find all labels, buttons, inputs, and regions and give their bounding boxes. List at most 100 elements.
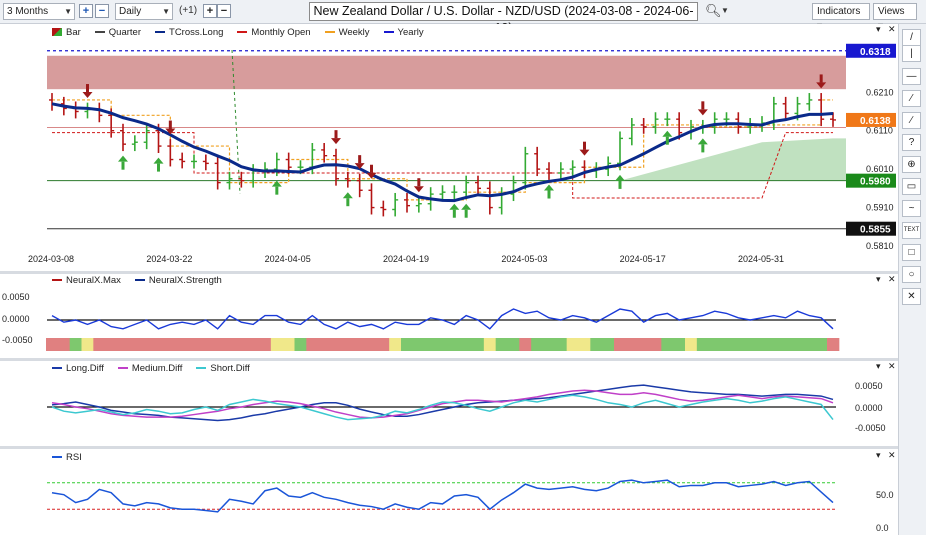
zoom-in-button[interactable]: +: [79, 4, 93, 18]
neuralx-max-block: [673, 338, 686, 351]
rsi-legend: RSI: [52, 452, 96, 463]
neuralx-max-block: [164, 338, 177, 351]
offset-plus-button[interactable]: +: [203, 4, 217, 18]
rectangle-icon[interactable]: □: [902, 244, 921, 261]
rsi-panel[interactable]: 50.0 0.0 ▾ ✕ RSI: [0, 449, 898, 535]
sell-signal-arrow: [354, 163, 365, 170]
period-value: 3 Months: [7, 6, 49, 17]
neuralx-max-block: [282, 338, 295, 351]
price-tag-label: 0.6318: [860, 47, 891, 58]
date-label: 2024-04-05: [265, 254, 311, 264]
buy-signal-stem: [665, 136, 669, 145]
interval-select[interactable]: Daily ▼: [115, 3, 173, 20]
legend-item[interactable]: Bar: [52, 27, 81, 38]
neuralx-max-block: [543, 338, 556, 351]
offset-label: (+1): [179, 5, 198, 16]
neuralx-panel[interactable]: 0.0050 0.0000 -0.0050 ▾ ✕ NeuralX.Max NeuralX…: [0, 274, 898, 358]
pane-divider[interactable]: [0, 271, 898, 274]
wave-icon[interactable]: ~: [902, 200, 921, 217]
price-tag-low: [846, 221, 896, 236]
legend-item[interactable]: Quarter: [94, 27, 141, 38]
rsi-chart[interactable]: 50.0 0.0 ▾ ✕: [0, 449, 898, 535]
short-diff-line: [51, 394, 834, 421]
pencil-icon[interactable]: /: [902, 29, 921, 46]
sell-signal-stem: [583, 141, 586, 150]
horizontal-line-icon[interactable]: —: [902, 68, 921, 85]
close-pane-icon: ✕: [888, 361, 896, 371]
neuralx-max-block: [791, 338, 804, 351]
neuralx-chart[interactable]: 0.0050 0.0000 -0.0050 ▾ ✕: [0, 274, 898, 358]
legend-item[interactable]: Monthly Open: [237, 27, 311, 38]
neuralx-max-block: [637, 338, 650, 351]
neuralx-max-block: [590, 338, 603, 351]
views-button[interactable]: Views ▾: [873, 3, 917, 32]
neuralx-max-block: [128, 338, 142, 351]
neuralx-max-block: [223, 338, 236, 351]
indicators-label: Indicators: [817, 6, 861, 17]
indicators-button[interactable]: Indicators ▾: [812, 3, 870, 32]
neuralx-axis-label: 0.0050: [2, 292, 30, 302]
neuralx-max-block: [247, 338, 260, 351]
trend-line-icon[interactable]: ⁄: [902, 90, 921, 107]
sell-signal-arrow: [366, 172, 377, 179]
pane-divider[interactable]: [0, 358, 898, 361]
fibonacci-icon[interactable]: ?: [902, 134, 921, 151]
close-pane-icon: ✕: [888, 274, 896, 284]
circle-icon[interactable]: ○: [902, 266, 921, 283]
legend-swatch: [237, 31, 248, 34]
buy-signal-arrow: [544, 184, 554, 191]
diff-chart[interactable]: 0.0050 0.0000 -0.0050 ▾ ✕: [0, 361, 898, 446]
buy-signal-arrow: [662, 130, 673, 137]
symbol-title[interactable]: New Zealand Dollar / U.S. Dollar - NZD/U…: [309, 2, 698, 35]
neuralx-max-block: [566, 338, 579, 351]
neuralx-max-block: [377, 338, 390, 351]
legend-label: Yearly: [397, 27, 424, 38]
neuralx-max-block: [412, 338, 426, 351]
text-icon[interactable]: TEXT: [902, 222, 921, 239]
neuralx-max-block: [625, 338, 639, 351]
legend-item[interactable]: NeuralX.Strength: [134, 275, 222, 286]
legend-item[interactable]: Yearly: [383, 27, 424, 38]
legend-item[interactable]: Long.Diff: [52, 363, 104, 374]
pane-divider[interactable]: [0, 446, 898, 449]
channel-icon[interactable]: ∕: [902, 112, 921, 129]
neuralx-legend: NeuralX.Max NeuralX.Strength: [52, 275, 236, 286]
sell-signal-stem: [370, 164, 373, 173]
sell-signal-arrow: [82, 92, 93, 99]
neuralx-max-block: [235, 338, 248, 351]
chevron-down-icon[interactable]: ▼: [721, 6, 729, 15]
neuralx-max-block: [460, 338, 473, 351]
chevron-down-icon: ▼: [64, 7, 72, 16]
legend-item[interactable]: NeuralX.Max: [52, 275, 121, 286]
legend-item[interactable]: RSI: [52, 452, 82, 463]
callout-icon[interactable]: ▭: [902, 178, 921, 195]
diff-panel[interactable]: 0.0050 0.0000 -0.0050 ▾ ✕ Long.Diff Medium.Di…: [0, 361, 898, 446]
price-chart[interactable]: 0.6210 0.6110 0.6010 0.5910 0.5810 0.6318 0.61…: [0, 24, 898, 271]
price-tick-label: 0.6110: [866, 126, 893, 136]
crosshair-icon[interactable]: ⊕: [902, 156, 921, 173]
vertical-line-icon[interactable]: |: [902, 45, 921, 62]
delete-icon[interactable]: ✕: [902, 288, 921, 305]
buy-signal-stem: [275, 186, 279, 195]
legend-label: RSI: [66, 452, 82, 463]
price-tag-yearly: [846, 43, 896, 58]
legend-item[interactable]: TCross.Long: [155, 27, 223, 38]
price-tick-label: 0.6210: [866, 87, 894, 97]
date-label: 2024-05-17: [620, 254, 666, 264]
neuralx-max-block: [815, 338, 828, 351]
price-panel[interactable]: 0.6210 0.6110 0.6010 0.5910 0.5810 0.6318 0.61…: [0, 24, 898, 271]
legend-item[interactable]: Short.Diff: [196, 363, 250, 374]
period-select[interactable]: 3 Months ▼: [3, 3, 75, 20]
neuralx-max-block: [69, 338, 82, 351]
collapse-icon: ▾: [876, 274, 881, 284]
legend-item[interactable]: Medium.Diff: [117, 363, 182, 374]
search-icon[interactable]: 🔍︎: [705, 3, 722, 18]
neuralx-max-block: [294, 338, 307, 351]
offset-minus-button[interactable]: −: [217, 4, 231, 18]
neuralx-max-block: [152, 338, 165, 351]
neuralx-max-block: [46, 338, 59, 351]
quarter-divider-line: [231, 49, 241, 195]
buy-signal-arrow: [342, 192, 353, 199]
legend-item[interactable]: Weekly: [324, 27, 370, 38]
zoom-out-button[interactable]: −: [95, 4, 109, 18]
